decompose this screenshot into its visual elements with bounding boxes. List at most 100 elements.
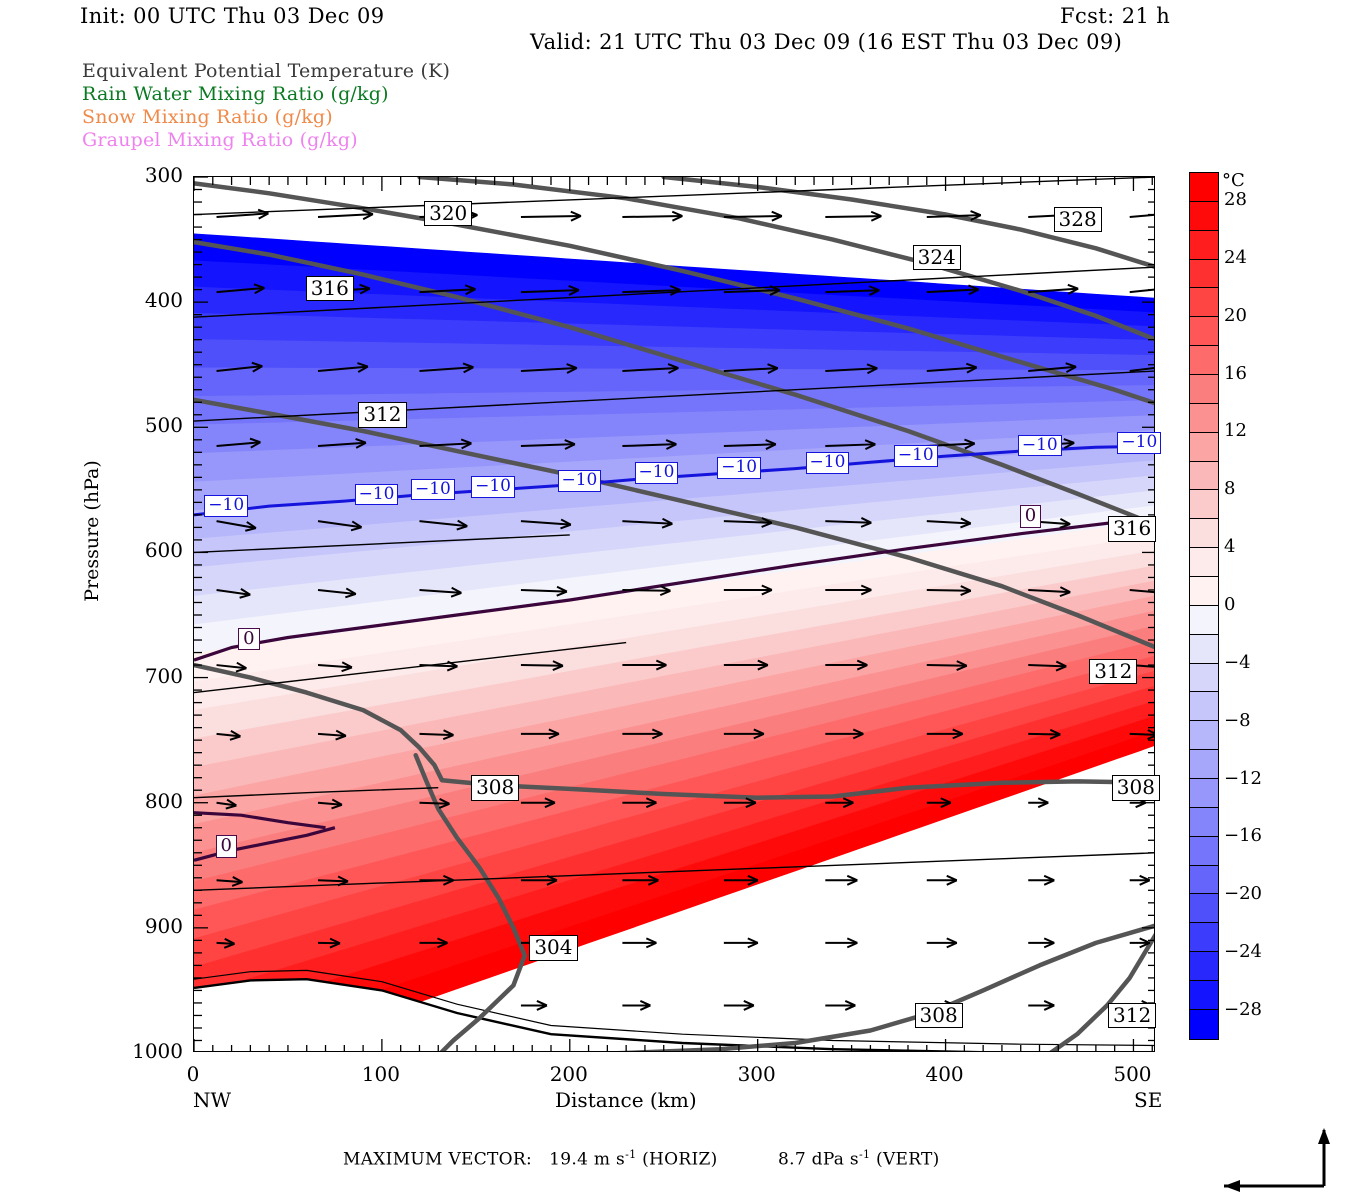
- wind-vector: [622, 585, 671, 597]
- wind-vector: [520, 874, 558, 886]
- max-vector-horiz: MAXIMUM VECTOR: 19.4 m s-1 (HORIZ): [343, 1148, 718, 1170]
- wind-vector: [723, 1000, 755, 1011]
- y-axis-tick-label: 400: [144, 288, 183, 313]
- wind-vector: [825, 439, 876, 451]
- contour-label: 308: [471, 775, 520, 801]
- y-axis-tick-label: 900: [144, 913, 183, 938]
- y-axis-tick-label: 500: [144, 413, 183, 438]
- wind-vector: [622, 659, 667, 671]
- wind-vector: [1129, 874, 1151, 886]
- colorbar-swatch: [1190, 259, 1218, 289]
- wind-vector: [216, 361, 263, 373]
- wind-vector: [317, 209, 374, 221]
- wind-vector: [723, 659, 769, 671]
- wind-vector: [520, 728, 560, 740]
- colorbar-tick-label: −8: [1224, 709, 1251, 731]
- wind-vector: [622, 363, 679, 374]
- wind-vector: [1028, 362, 1077, 374]
- wind-vector: [622, 517, 673, 529]
- wind-vector: [216, 661, 247, 673]
- colorbar-tick-label: −20: [1224, 883, 1262, 905]
- contour-label: −10: [410, 478, 455, 501]
- legend-snow: Snow Mixing Ratio (g/kg): [82, 106, 333, 128]
- colorbar-swatch: [1190, 865, 1218, 895]
- colorbar-swatch: [1190, 173, 1218, 202]
- wind-vector: [723, 285, 781, 296]
- wind-vector: [1028, 728, 1061, 740]
- colorbar-swatch: [1190, 432, 1218, 462]
- wind-vector: [317, 362, 369, 373]
- wind-vector: [419, 586, 462, 598]
- wind-vector: [926, 585, 972, 596]
- wind-vector: [317, 587, 357, 599]
- colorbar-swatch: [1190, 519, 1218, 549]
- contour-label: −10: [204, 494, 249, 517]
- colorbar-tick-label: −16: [1224, 825, 1262, 847]
- legend-theta-e: Equivalent Potential Temperature (K): [82, 60, 451, 82]
- legend-graupel: Graupel Mixing Ratio (g/kg): [82, 129, 358, 151]
- colorbar-swatch: [1190, 288, 1218, 318]
- max-vector-horiz-unit: (HORIZ): [642, 1149, 718, 1170]
- contour-label: 320: [424, 200, 473, 227]
- max-vector-vert-value: 8.7 dPa s: [778, 1149, 859, 1170]
- wind-vector: [419, 660, 458, 672]
- wind-vector: [825, 285, 880, 296]
- colorbar-tick-label: −24: [1224, 941, 1262, 963]
- colorbar-tick-label: 20: [1224, 304, 1247, 326]
- wind-vector: [520, 210, 582, 222]
- colorbar-swatch: [1190, 923, 1218, 953]
- wind-vector: [1129, 366, 1154, 372]
- wind-vector: [1129, 937, 1151, 949]
- wind-vector: [216, 520, 257, 532]
- wind-vector: [317, 937, 341, 949]
- wind-vector: [1028, 937, 1055, 949]
- horiz-exponent: -1: [625, 1148, 637, 1161]
- wind-vector: [825, 937, 858, 949]
- wind-vector: [825, 210, 882, 222]
- colorbar-swatch: [1190, 461, 1218, 491]
- wind-vector: [926, 362, 978, 374]
- colorbar-swatch: [1190, 605, 1218, 635]
- wind-vector: [926, 797, 952, 809]
- contour-label: 324: [912, 244, 961, 270]
- wind-vector: [926, 517, 972, 529]
- colorbar-tick-label: −4: [1224, 651, 1251, 673]
- colorbar-swatch: [1190, 1009, 1218, 1039]
- contour-label: −10: [717, 457, 762, 480]
- colorbar-tick-label: −28: [1224, 999, 1262, 1021]
- colorbar-swatch: [1190, 836, 1218, 866]
- init-time-label: Init: 00 UTC Thu 03 Dec 09: [80, 4, 385, 28]
- colorbar-swatch: [1190, 807, 1218, 837]
- x-axis-tick-label: 400: [925, 1062, 964, 1086]
- contour-label: 328: [1053, 207, 1102, 233]
- contour-label: −10: [557, 469, 602, 492]
- wind-vector: [723, 937, 759, 949]
- x-axis-tick-label: 500: [1113, 1062, 1152, 1086]
- cross-section-plot[interactable]: [193, 176, 1155, 1052]
- reference-vector-icon: [1224, 1128, 1330, 1192]
- colorbar-swatch: [1190, 692, 1218, 722]
- wind-vector: [216, 730, 241, 741]
- contour-label: 312: [1108, 1002, 1157, 1029]
- wind-vector: [419, 729, 454, 741]
- wind-vector: [723, 517, 773, 528]
- wind-vector: [926, 728, 964, 740]
- contour-label: 308: [1111, 775, 1160, 801]
- wind-vector: [216, 937, 235, 949]
- wind-vector: [825, 728, 864, 740]
- colorbar-tick-label: 12: [1224, 420, 1247, 442]
- wind-vector: [825, 1000, 856, 1011]
- contour-label: 312: [1089, 658, 1138, 685]
- x-axis-tick-label: 0: [186, 1062, 200, 1086]
- colorbar-unit-label: °C: [1222, 170, 1245, 191]
- wind-vector: [825, 517, 872, 528]
- contour-label: 0: [238, 627, 260, 651]
- max-vector-horiz-value: 19.4 m s: [549, 1149, 626, 1170]
- colorbar-swatch: [1190, 346, 1218, 376]
- wind-vector: [825, 874, 858, 886]
- wind-vector: [419, 798, 450, 809]
- wind-vector: [317, 875, 349, 887]
- contour-label: −10: [1117, 432, 1162, 454]
- max-vector-vert: 8.7 dPa s-1 (VERT): [778, 1148, 940, 1170]
- wind-vector: [622, 728, 663, 740]
